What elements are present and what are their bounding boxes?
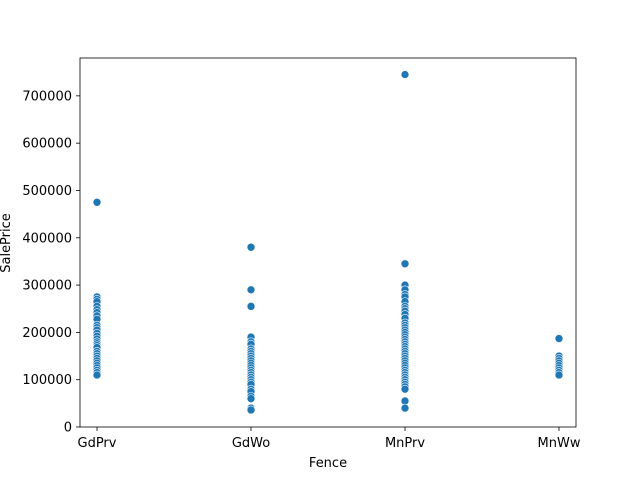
y-tick-label: 300000	[22, 279, 72, 294]
y-tick-label: 0	[64, 421, 72, 436]
data-point	[400, 403, 410, 413]
x-tick-label: GdWo	[232, 436, 270, 451]
data-point	[400, 384, 410, 394]
plot-frame	[79, 57, 577, 428]
data-point	[246, 405, 256, 415]
points-layer	[92, 70, 564, 415]
x-tick-label: MnWw	[538, 436, 581, 451]
data-point	[246, 285, 256, 295]
data-point	[400, 259, 410, 269]
data-point	[400, 70, 410, 79]
y-tick-label: 400000	[22, 231, 72, 246]
y-tick-label: 100000	[22, 373, 72, 388]
x-tick-label: GdPrv	[78, 436, 117, 451]
x-tick-label: MnPrv	[385, 436, 425, 451]
x-axis-label: Fence	[309, 456, 347, 471]
data-point	[92, 370, 102, 380]
data-point	[554, 370, 564, 380]
data-point	[92, 197, 102, 207]
axes-layer: GdPrv GdWo MnPrv MnWw 0 100000 200000 300000 400…	[22, 57, 581, 451]
y-tick-label: 500000	[22, 184, 72, 199]
data-point	[246, 394, 256, 403]
data-point	[246, 302, 256, 311]
y-tick-label: 700000	[22, 89, 72, 104]
y-axis-label: SalePrice	[0, 213, 14, 273]
y-tick-label: 600000	[22, 137, 72, 152]
y-tick-label: 200000	[22, 326, 72, 341]
data-point	[246, 242, 256, 252]
data-point	[554, 334, 564, 343]
